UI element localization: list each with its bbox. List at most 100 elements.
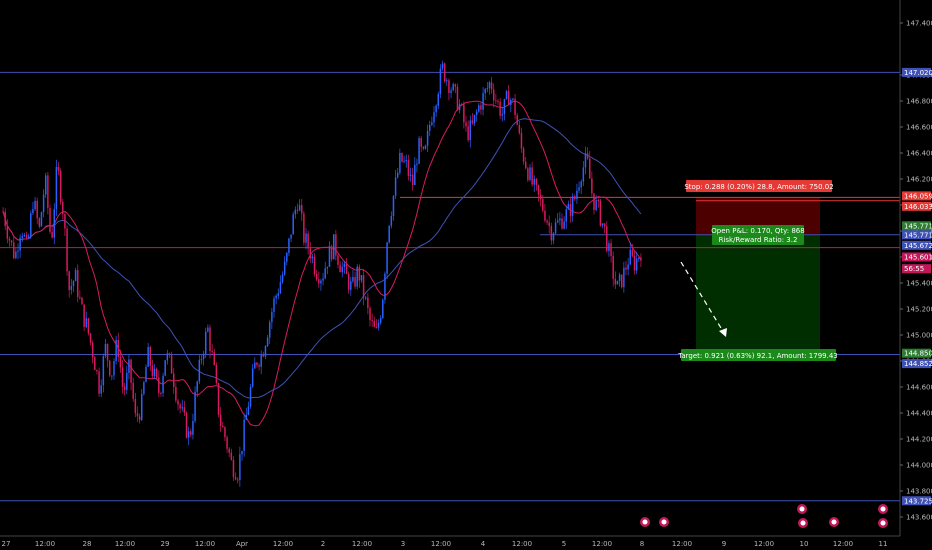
candle [571,193,574,222]
candle [396,168,399,179]
candle [435,104,437,118]
candle [258,363,260,371]
time-axis[interactable] [0,535,932,550]
candle [369,305,371,327]
event-marker-icon[interactable] [878,504,888,514]
candle [55,159,58,216]
price-tick-label: 146.600 [906,124,932,132]
price-tag: 144.852 [902,359,932,369]
candle [535,177,538,191]
event-marker-icon[interactable] [798,518,808,528]
event-markers[interactable] [640,504,888,528]
candle [202,350,205,366]
candle [563,216,565,230]
candle [484,87,486,100]
candle [2,207,4,213]
candle [350,276,352,296]
projection-arrow[interactable] [680,261,727,337]
event-marker-icon[interactable] [829,517,839,527]
candle [426,124,429,152]
candle [281,271,284,284]
candle [10,239,13,247]
candle [533,175,536,193]
candle [290,234,292,242]
candle [612,251,614,287]
candle [313,253,316,277]
candle [83,304,85,332]
candle [556,213,559,224]
candle [34,197,36,211]
candle [251,363,254,388]
risk-reward-label: Risk/Reward Ratio: 3.2 [719,236,798,244]
event-marker-icon[interactable] [797,504,807,514]
candle [30,210,32,240]
price-tick-label: 144.400 [906,410,932,418]
stop-label-box[interactable]: Stop: 0.288 (0.20%) 28.8, Amount: 750.02 [684,180,834,192]
candle [211,343,213,356]
candle [514,93,516,120]
time-tick-label: 4 [481,540,486,548]
candle [68,270,70,298]
candle [111,375,113,381]
candle [38,217,41,229]
candle [21,232,24,243]
candle [44,172,47,198]
candle [42,189,45,218]
event-marker-icon[interactable] [640,517,650,527]
candle [490,76,493,94]
candle [145,364,147,383]
candle [140,388,143,422]
price-tick-label: 145.000 [906,332,932,340]
candle [335,229,337,261]
candle [217,382,220,418]
time-tick-label: 12:00 [352,540,372,548]
candle [59,168,62,205]
position-zones[interactable] [696,197,820,355]
candle [207,324,209,333]
price-tick-label: 144.200 [906,436,932,444]
candle [578,181,580,194]
take-profit-zone[interactable] [696,234,820,355]
candle [279,275,282,295]
candle [565,205,568,229]
pnl-label-box[interactable]: Open P&L: 0.170, Qty: 868 Risk/Reward Ra… [711,225,805,245]
price-tag: 56:55 [902,264,931,274]
price-tick-label: 145.200 [906,306,932,314]
candle [72,280,75,293]
target-label-box[interactable]: Target: 0.921 (0.63%) 92.1, Amount: 1799… [677,349,838,361]
time-axis-ticks: 27 12:00 28 12:00 29 12:00 Apr 12:00 2 12:00 3 12:0… [2,540,888,548]
candle [347,271,350,294]
candle [574,194,576,201]
candle [70,279,73,295]
candle [360,275,363,283]
event-marker-icon[interactable] [659,517,669,527]
candle [580,179,582,195]
candle [501,106,504,122]
candle [271,307,273,330]
event-marker-icon[interactable] [878,518,888,528]
candle [76,264,79,303]
candles [2,60,642,487]
candle [85,311,88,329]
candle [450,87,452,99]
candle [567,200,570,210]
time-tick-label: 27 [2,540,11,548]
candle [620,274,623,289]
candle [597,198,600,208]
candle [94,355,96,370]
candle [337,253,339,269]
time-tick-label: 12:00 [35,540,55,548]
candle [247,401,250,416]
candle [155,367,158,381]
candle [87,317,90,336]
candle [303,211,305,246]
candle [629,242,632,266]
candle [15,247,17,260]
stop-label: Stop: 0.288 (0.20%) 28.8, Amount: 750.02 [684,183,833,191]
candle [324,261,326,280]
candle [399,148,401,175]
candle [478,103,480,113]
candle [486,81,489,93]
